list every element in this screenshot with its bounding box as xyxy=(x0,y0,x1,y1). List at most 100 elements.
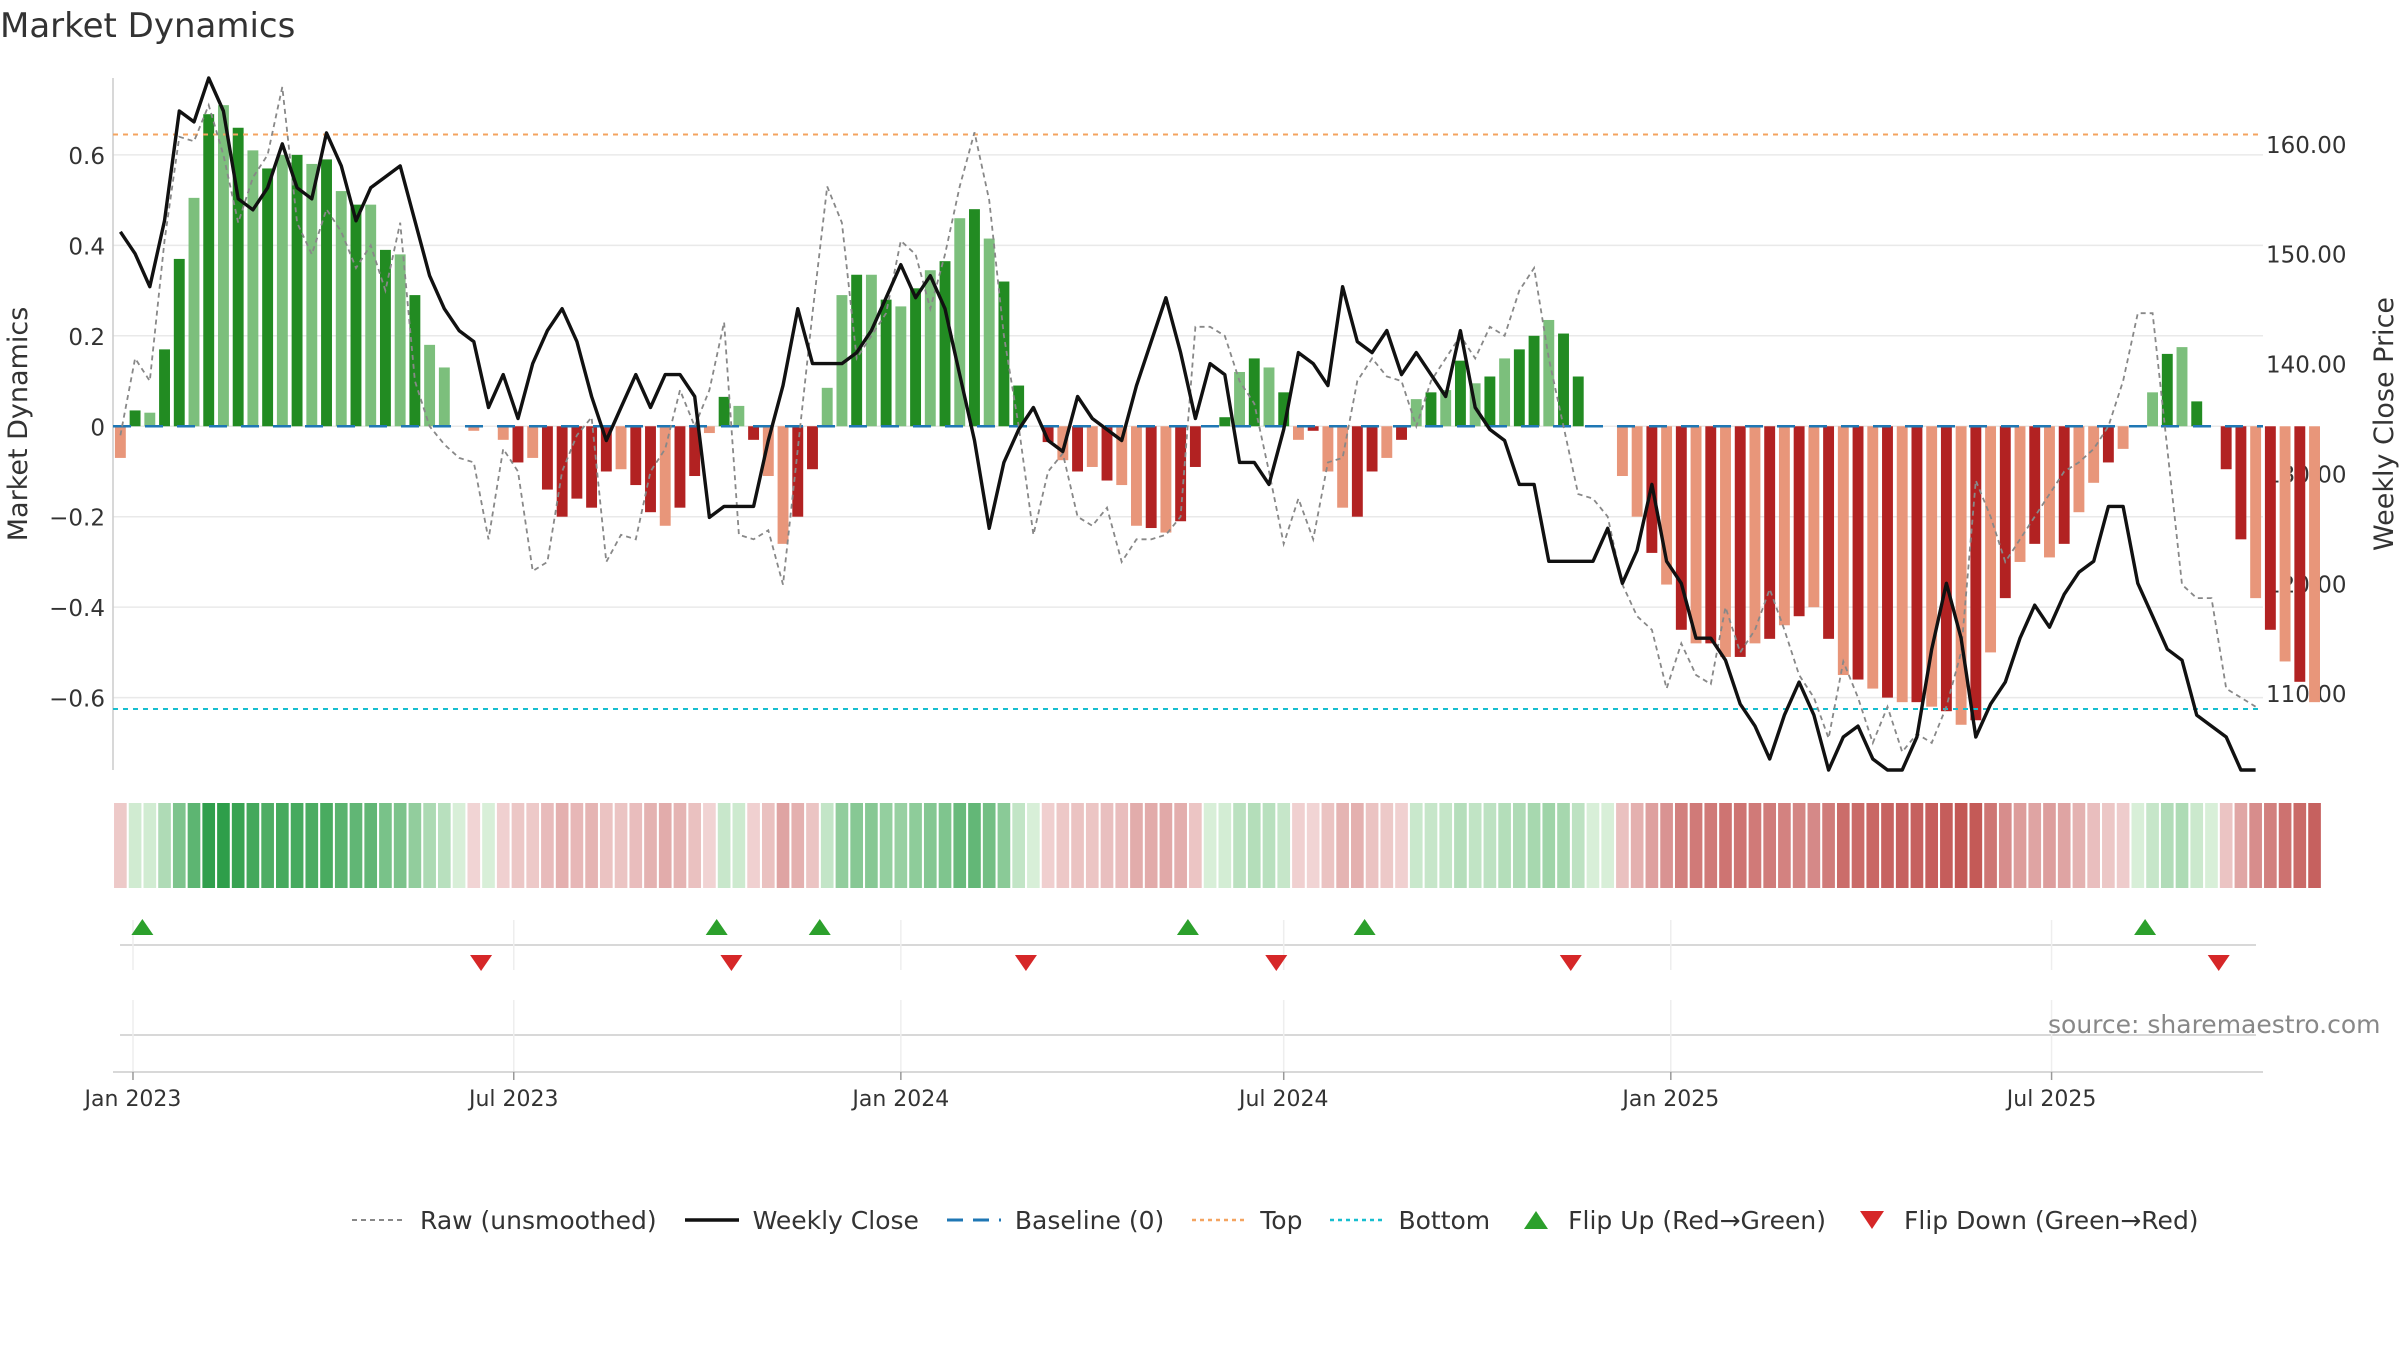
heat-strip-cell xyxy=(438,803,451,888)
bar xyxy=(2014,426,2026,562)
heat-strip-cell xyxy=(2293,803,2307,888)
bar xyxy=(600,426,612,472)
heat-strip-cell xyxy=(2131,803,2145,888)
heat-strip-cell xyxy=(423,803,436,888)
bar xyxy=(910,288,922,427)
y2-tick-label: 140.00 xyxy=(2266,353,2346,379)
bar xyxy=(1499,358,1511,427)
bar xyxy=(1985,426,1997,653)
y-tick-label: −0.4 xyxy=(49,596,105,622)
bar xyxy=(1793,426,1805,617)
bar xyxy=(1882,426,1893,698)
bar xyxy=(247,150,259,427)
heat-strip-cell xyxy=(2043,803,2056,888)
heat-strip-cell xyxy=(1277,803,1291,888)
y2-tick-label: 110.00 xyxy=(2266,682,2346,708)
bar xyxy=(836,295,848,427)
heat-strip-cell xyxy=(673,803,687,888)
bar xyxy=(1248,358,1260,427)
bar xyxy=(1661,426,1673,585)
heat-strip-cell xyxy=(1409,803,1423,888)
heat-strip-cell xyxy=(1498,803,1511,888)
heat-strip-cell xyxy=(541,803,554,888)
heat-strip-cell xyxy=(1940,803,1953,888)
bar xyxy=(615,426,627,470)
legend-label-flip-down: Flip Down (Green→Red) xyxy=(1904,1205,2199,1235)
bar xyxy=(379,249,391,427)
bar xyxy=(895,306,907,427)
bar xyxy=(1131,426,1142,526)
heat-strip-cell xyxy=(629,803,643,888)
heat-strip-cell xyxy=(1895,803,1909,888)
heat-strip-cell xyxy=(1115,803,1129,888)
bar xyxy=(2058,426,2070,544)
heat-strip-cell xyxy=(1778,803,1791,888)
heat-strip-cell xyxy=(1159,803,1173,888)
bar xyxy=(1999,426,2011,599)
heat-strip-cell xyxy=(1807,803,1821,888)
bar xyxy=(1396,426,1407,440)
heat-strip-cell xyxy=(379,803,392,888)
heat-strip-cell xyxy=(820,803,834,888)
heat-strip-cell xyxy=(865,803,878,888)
bar xyxy=(792,426,804,517)
bar xyxy=(1307,426,1319,431)
heat-strip-cell xyxy=(231,803,245,888)
bar xyxy=(144,412,156,427)
legend-item-baseline: Baseline (0) xyxy=(945,1206,1164,1235)
heat-strip-cell xyxy=(1203,803,1217,888)
heat-strip-cell xyxy=(1674,803,1688,888)
bar xyxy=(659,426,671,526)
heat-strip-cell xyxy=(776,803,790,888)
heat-strip-cell xyxy=(2057,803,2071,888)
heat-strip-cell xyxy=(1719,803,1732,888)
heat-strip-cell xyxy=(1041,803,1055,888)
bar xyxy=(2191,401,2203,427)
heat-strip-cell xyxy=(2308,803,2321,888)
heat-strip-cell xyxy=(2264,803,2277,888)
heat-strip-cell xyxy=(1601,803,1615,888)
heat-strip-cell xyxy=(1233,803,1246,888)
bar xyxy=(1543,319,1555,427)
heat-strip-cell xyxy=(1586,803,1600,888)
bar xyxy=(2250,426,2262,599)
bar xyxy=(1852,426,1864,680)
bar xyxy=(409,295,421,427)
heat-strip-cell xyxy=(320,803,333,888)
bar xyxy=(718,396,730,427)
bar xyxy=(880,299,892,427)
heat-strip-cell xyxy=(1365,803,1379,888)
y-tick-label: 0 xyxy=(90,415,105,441)
heat-strip-cell xyxy=(290,803,304,888)
bar xyxy=(1278,392,1290,427)
heat-strip-cell xyxy=(114,803,127,888)
bar xyxy=(114,426,126,458)
x-tick-label: Jan 2023 xyxy=(83,1087,182,1112)
bar xyxy=(1175,426,1187,522)
y-tick-label: 0.4 xyxy=(68,234,105,260)
bar xyxy=(1454,360,1466,427)
heat-strip-cell xyxy=(1763,803,1777,888)
flip-up-marker xyxy=(2134,919,2157,935)
heat-strip-cell xyxy=(2146,803,2159,888)
bar xyxy=(630,426,642,486)
bar xyxy=(703,426,715,434)
weekly-close-line xyxy=(118,76,2256,772)
bar xyxy=(2044,426,2055,558)
bar xyxy=(468,426,480,431)
bar xyxy=(1764,426,1776,639)
y-tick-label: 0.6 xyxy=(68,144,105,170)
heat-strip-cell xyxy=(1733,803,1747,888)
heat-strip-cell xyxy=(644,803,657,888)
baseline-swatch-icon xyxy=(946,1218,1001,1222)
bar xyxy=(1219,417,1231,427)
bar xyxy=(1410,399,1422,427)
heat-strip-cell xyxy=(1822,803,1835,888)
bar xyxy=(350,204,362,427)
bar xyxy=(173,258,185,427)
y2-axis-title: Weekly Close Price xyxy=(2369,297,2400,551)
bar xyxy=(1145,426,1157,529)
bar xyxy=(1631,426,1643,517)
